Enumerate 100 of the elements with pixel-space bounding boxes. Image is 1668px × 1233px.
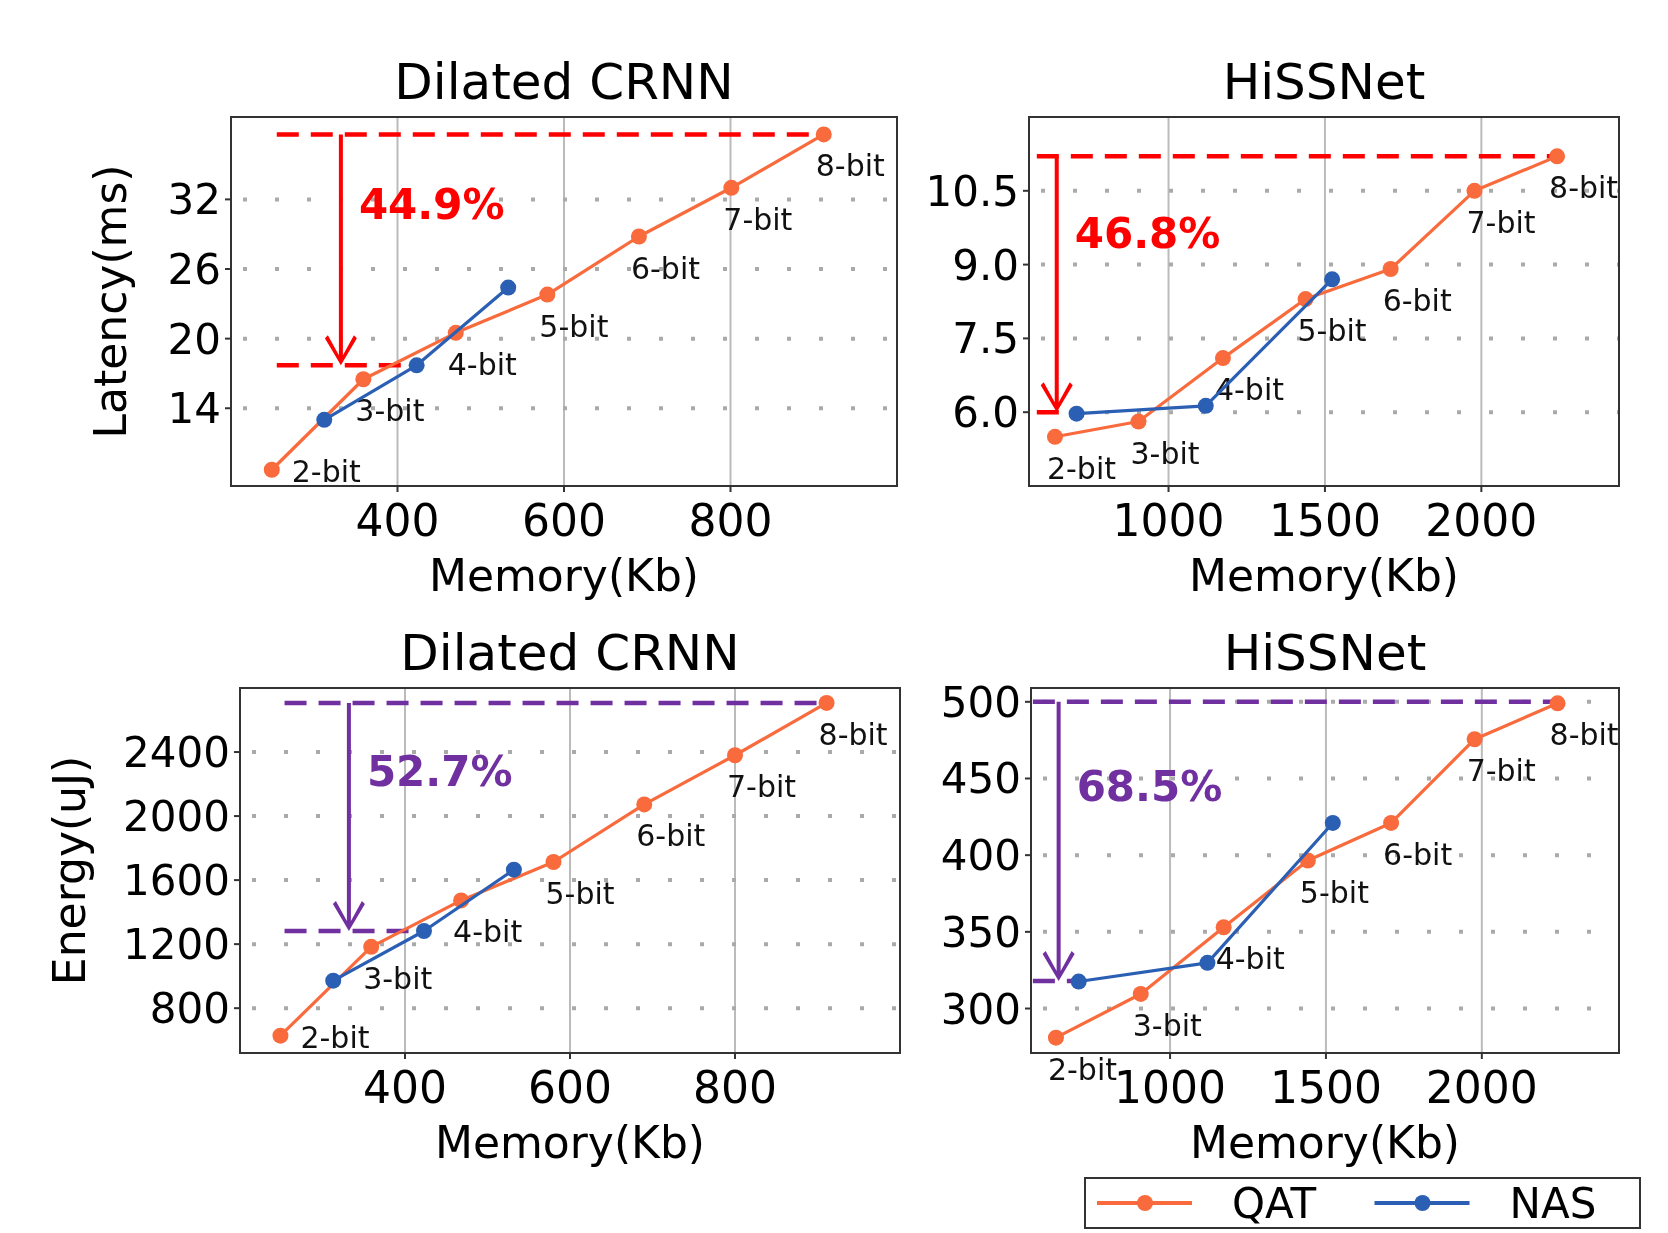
y-tick-label: 10.5 (925, 166, 1019, 216)
y-tick-label: 400 (940, 831, 1021, 881)
annotation: 8-bit (1549, 170, 1619, 206)
annotation: 4-bit (447, 346, 518, 382)
annotation: 4-bit (453, 914, 523, 950)
annotation: 3-bit (355, 393, 425, 429)
annotation: 44.9% (358, 179, 505, 229)
point (363, 938, 380, 955)
annotation: 6-bit (636, 818, 706, 854)
annotation: 46.8% (1074, 209, 1221, 259)
x-tick-label: 400 (355, 495, 440, 546)
point (1068, 405, 1085, 422)
point (815, 126, 832, 143)
point (1197, 397, 1214, 414)
annotation: 5-bit (1299, 874, 1370, 910)
point (1132, 985, 1149, 1002)
point (1130, 413, 1147, 430)
point (415, 923, 432, 940)
annotation: 3-bit (1130, 435, 1200, 471)
annotation: 8-bit (818, 716, 888, 752)
y-tick-label: 500 (940, 677, 1021, 727)
point (1549, 148, 1566, 165)
y-tick-label: 7.5 (952, 314, 1019, 364)
y-tick-label: 2400 (123, 728, 230, 778)
point (1466, 182, 1483, 199)
y-tick-label: 1200 (123, 920, 230, 970)
y-axis-title: Latency(ms) (85, 164, 136, 439)
point (272, 1027, 289, 1044)
annotation: 52.7% (366, 747, 513, 797)
y-tick-label: 26 (167, 245, 221, 295)
point (355, 371, 372, 388)
annotation: 2-bit (291, 453, 362, 489)
x-tick-label: 1000 (1112, 495, 1225, 546)
point (1382, 261, 1399, 278)
annotation: 3-bit (363, 960, 433, 996)
annotation: 5-bit (539, 308, 609, 344)
point (1047, 1029, 1064, 1046)
chart-title: Dilated CRNN (400, 624, 740, 682)
y-tick-label: 32 (167, 175, 221, 225)
annotation: 2-bit (1046, 450, 1117, 486)
point (545, 854, 562, 871)
point (723, 179, 740, 196)
point (316, 411, 333, 428)
y-tick-label: 1600 (123, 856, 230, 906)
x-tick-label: 600 (528, 1062, 612, 1113)
x-tick-label: 2000 (1425, 495, 1538, 546)
annotation: 6-bit (1382, 283, 1452, 319)
chart-title: HiSSNet (1222, 53, 1426, 111)
x-axis-title: Memory(Kb) (1189, 1117, 1461, 1168)
annotation: 6-bit (630, 250, 701, 286)
annotation: 7-bit (1466, 204, 1536, 240)
point (505, 861, 522, 878)
point (1214, 350, 1231, 367)
y-tick-label: 14 (167, 384, 221, 434)
annotation: 8-bit (815, 148, 886, 184)
point (539, 286, 556, 303)
point (500, 279, 517, 296)
y-tick-label: 800 (149, 984, 230, 1034)
annotation: 3-bit (1132, 1007, 1203, 1043)
x-tick-label: 400 (363, 1062, 447, 1113)
chart-title: HiSSNet (1223, 624, 1427, 682)
point (636, 796, 653, 813)
x-axis-title: Memory(Kb) (434, 1117, 706, 1168)
point (1549, 695, 1566, 712)
y-tick-label: 450 (940, 754, 1021, 804)
annotation: 6-bit (1383, 836, 1453, 872)
legend-label: NAS (1509, 1179, 1597, 1228)
annotation: 7-bit (723, 201, 793, 237)
y-tick-label: 9.0 (952, 240, 1019, 290)
annotation: 2-bit (300, 1019, 370, 1055)
y-axis-title: Energy(uJ) (44, 755, 95, 986)
x-axis-title: Memory(Kb) (428, 550, 700, 601)
x-axis-title: Memory(Kb) (1188, 550, 1460, 601)
point (1199, 954, 1216, 971)
point (818, 694, 835, 711)
y-tick-label: 350 (940, 907, 1021, 957)
point (1466, 731, 1483, 748)
point (1383, 814, 1400, 831)
legend-label: QAT (1232, 1179, 1317, 1228)
point (1324, 271, 1341, 288)
x-tick-label: 1500 (1268, 495, 1381, 546)
y-tick-label: 20 (167, 314, 221, 364)
y-tick-label: 2000 (123, 792, 230, 842)
y-tick-label: 300 (940, 984, 1021, 1034)
x-tick-label: 2000 (1425, 1062, 1538, 1113)
point (630, 228, 647, 245)
point (1215, 919, 1232, 936)
x-tick-label: 800 (693, 1062, 777, 1113)
x-tick-label: 600 (522, 495, 606, 546)
point (1070, 973, 1087, 990)
annotation: 7-bit (1466, 753, 1536, 789)
point (1046, 428, 1063, 445)
annotation: 5-bit (1297, 313, 1367, 349)
x-tick-label: 1500 (1269, 1062, 1382, 1113)
x-tick-label: 800 (688, 495, 773, 546)
y-tick-label: 6.0 (952, 388, 1019, 438)
annotation: 7-bit (727, 769, 797, 805)
annotation: 4-bit (1215, 941, 1285, 977)
annotation: 8-bit (1549, 717, 1619, 753)
chart-title: Dilated CRNN (394, 53, 734, 111)
